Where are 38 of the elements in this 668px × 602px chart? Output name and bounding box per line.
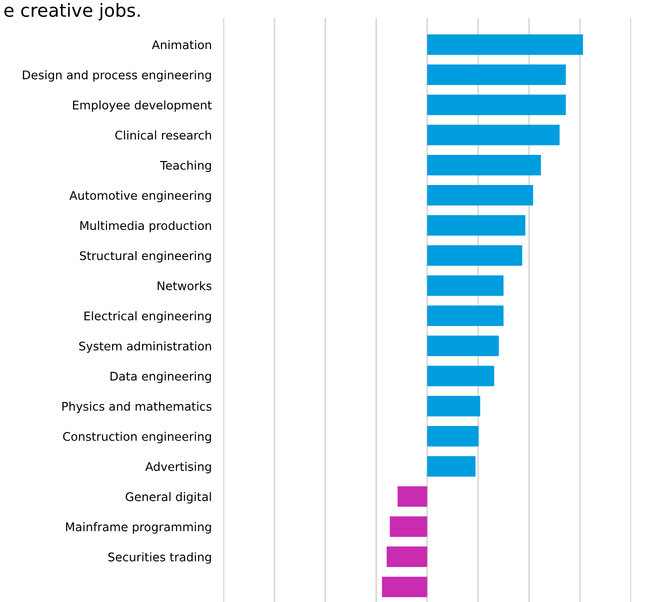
bar bbox=[427, 396, 480, 416]
bar bbox=[427, 366, 494, 386]
bar bbox=[427, 64, 566, 85]
y-tick-label: System administration bbox=[79, 341, 211, 353]
y-tick-label: Advertising bbox=[145, 462, 211, 474]
bar bbox=[427, 336, 499, 356]
bar bbox=[382, 576, 428, 598]
bar bbox=[427, 215, 526, 236]
bar bbox=[390, 516, 428, 537]
bar bbox=[427, 275, 504, 296]
y-tick-label: Animation bbox=[152, 40, 211, 50]
bar bbox=[427, 94, 566, 116]
bar bbox=[427, 426, 479, 447]
y-tick-label: Teaching bbox=[160, 160, 211, 172]
y-tick-label: Clinical research bbox=[115, 130, 211, 140]
bar bbox=[427, 245, 522, 266]
y-tick-label: Employee development bbox=[73, 100, 212, 112]
y-tick-label: Automotive engineering bbox=[69, 190, 211, 202]
bar bbox=[398, 486, 428, 507]
y-tick-label: Data engineering bbox=[110, 372, 211, 383]
y-tick-label: Design and process engineering bbox=[22, 70, 211, 82]
bar bbox=[427, 184, 534, 206]
bar bbox=[386, 546, 428, 568]
bar bbox=[427, 124, 560, 146]
bar bbox=[427, 154, 541, 176]
y-tick-label: Structural engineering bbox=[80, 251, 211, 262]
y-tick-label: Securities trading bbox=[108, 552, 211, 564]
y-tick-label: Networks bbox=[158, 281, 212, 290]
y-tick-label: Physics and mathematics bbox=[62, 402, 212, 414]
text: e creative jobs. bbox=[4, 3, 140, 20]
y-tick-label: Multimedia production bbox=[80, 220, 211, 232]
y-tick-label: Electrical engineering bbox=[84, 311, 211, 323]
bar bbox=[427, 306, 504, 326]
y-tick-label: Construction engineering bbox=[63, 432, 211, 444]
bar bbox=[427, 34, 583, 55]
bar bbox=[427, 456, 476, 477]
y-tick-label: General digital bbox=[126, 492, 211, 504]
y-tick-label: Mainframe programming bbox=[66, 522, 211, 534]
